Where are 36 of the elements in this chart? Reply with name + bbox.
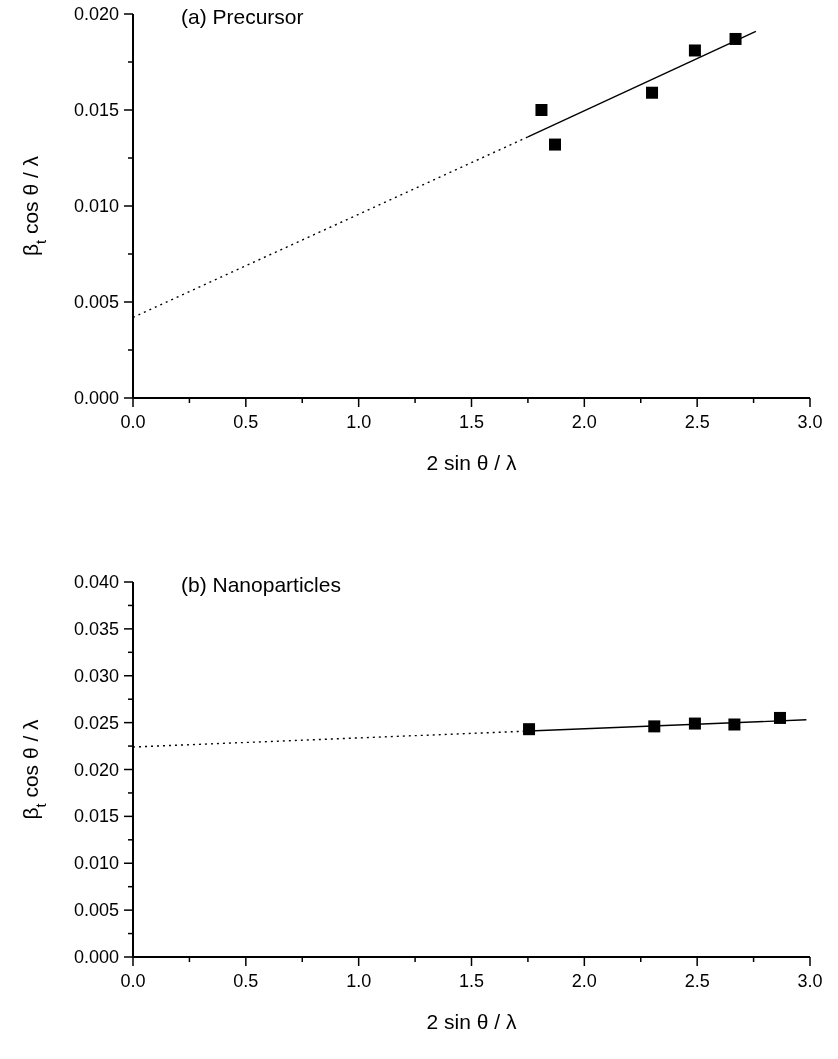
x-tick-label: 2.5	[684, 412, 710, 432]
y-tick-label: 0.030	[73, 665, 119, 686]
x-tick-label: 0.5	[233, 971, 259, 991]
x-tick-label: 3.0	[797, 971, 823, 991]
y-tick-label: 0.020	[73, 4, 119, 24]
x-tick-label: 1.5	[458, 412, 485, 432]
x-axis-title: 2 sin θ / λ	[426, 451, 517, 474]
point	[535, 104, 548, 116]
point	[646, 86, 659, 99]
x-tick-label: 0.0	[120, 971, 146, 991]
y-tick-label: 0.000	[73, 388, 119, 408]
y-tick-label: 0.025	[73, 712, 119, 733]
y-tick-label: 0.010	[73, 853, 119, 874]
x-tick-label: 1.0	[346, 412, 372, 432]
x-tick-label: 3.0	[797, 412, 823, 432]
x-tick-label: 0.0	[120, 412, 146, 432]
point	[549, 138, 561, 151]
x-axis-title: 2 sin θ / λ	[426, 1010, 517, 1033]
x-tick-label: 2.5	[684, 971, 710, 991]
point	[688, 44, 701, 57]
x-tick-label: 0.5	[233, 412, 259, 432]
y-tick-label: 0.005	[73, 900, 119, 921]
y-tick-label: 0.040	[73, 572, 119, 592]
x-tick-label: 1.5	[458, 971, 485, 991]
x-tick-label: 2.0	[571, 412, 597, 432]
y-tick-label: 0.020	[73, 759, 119, 780]
chart-title: (b) Nanoparticles	[181, 573, 341, 596]
y-tick-label: 0.015	[73, 806, 119, 827]
x-tick-label: 1.0	[346, 971, 372, 991]
y-tick-label: 0.015	[73, 100, 119, 120]
y-tick-label: 0.005	[73, 292, 119, 312]
y-tick-label: 0.010	[73, 196, 119, 216]
x-tick-label: 2.0	[571, 971, 597, 991]
y-tick-label: 0.000	[73, 947, 119, 967]
chart-title: (a) Precursor	[181, 5, 304, 28]
y-tick-label: 0.035	[73, 618, 119, 639]
